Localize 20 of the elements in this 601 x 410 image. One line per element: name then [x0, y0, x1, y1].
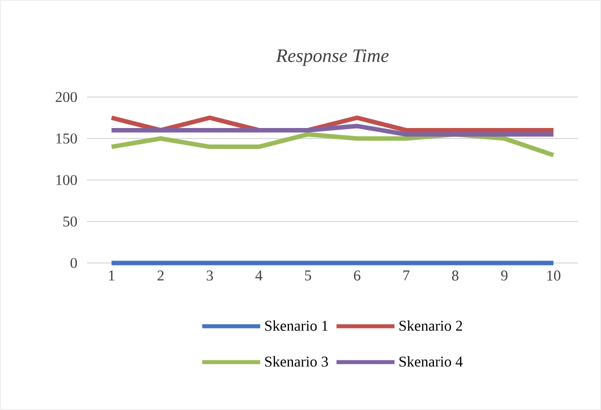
x-tick-label: 8 [452, 270, 458, 281]
legend-label: Skenario 4 [400, 356, 463, 367]
x-tick-label: 5 [305, 270, 312, 280]
x-tick-label: 7 [403, 270, 410, 280]
legend-label: Skenario 2 [400, 320, 462, 331]
y-tick-label: 0 [70, 258, 77, 268]
y-tick-label: 50 [63, 216, 77, 227]
y-tick-label: 200 [56, 92, 77, 102]
y-tick-label: 100 [56, 174, 77, 186]
legend-label: Skenario 3 [265, 356, 328, 367]
y-tick-label: 150 [56, 133, 77, 144]
x-tick-label: 9 [501, 270, 508, 281]
x-tick-label: 10 [547, 270, 560, 281]
chart-title: Response Time [276, 49, 389, 66]
x-tick-label: 3 [206, 270, 213, 281]
x-tick-label: 4 [255, 270, 262, 280]
legend-label: Skenario 1 [265, 320, 328, 331]
x-tick-label: 1 [109, 270, 114, 280]
x-tick-label: 2 [158, 270, 164, 280]
x-tick-label: 6 [354, 270, 360, 281]
